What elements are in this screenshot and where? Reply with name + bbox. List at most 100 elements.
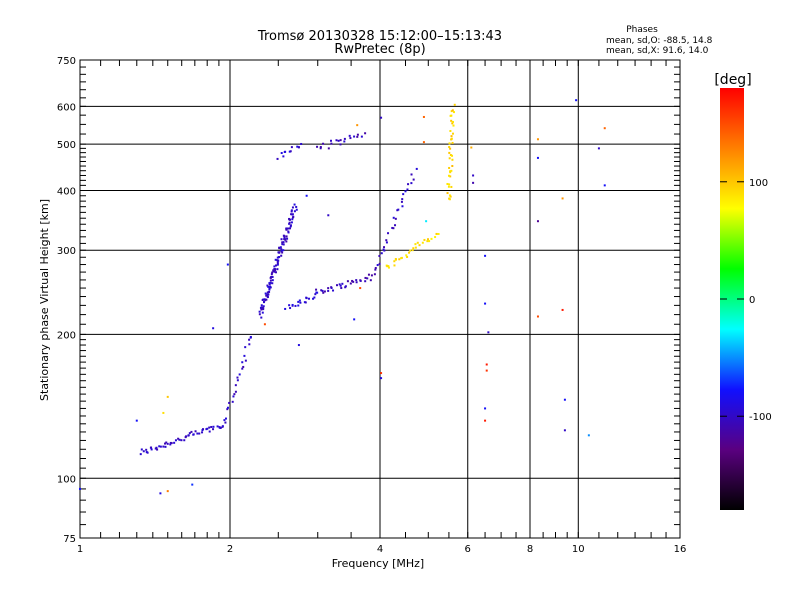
data-point (260, 306, 263, 309)
data-point (369, 279, 372, 282)
data-point (266, 284, 269, 287)
data-point (308, 297, 311, 300)
data-point (394, 217, 397, 220)
data-point (448, 151, 451, 154)
data-point (561, 197, 564, 200)
data-point (423, 238, 426, 241)
data-point (536, 315, 539, 318)
data-point (321, 289, 324, 292)
data-point (280, 238, 283, 241)
data-point (470, 146, 473, 149)
data-point (316, 291, 319, 294)
x-tick-label: 10 (572, 544, 585, 555)
data-point (198, 432, 201, 435)
data-point (273, 265, 276, 268)
data-point (412, 178, 415, 181)
data-point (450, 137, 453, 140)
data-point (242, 365, 245, 368)
data-point (158, 445, 161, 448)
data-point (278, 251, 281, 254)
data-point (285, 227, 288, 230)
data-point (346, 280, 349, 283)
data-point (276, 157, 279, 160)
data-point (234, 384, 237, 387)
data-point (187, 434, 190, 437)
data-point (263, 298, 266, 301)
data-point (263, 300, 266, 303)
data-point (286, 237, 289, 240)
data-point (450, 119, 453, 122)
data-point (314, 293, 317, 296)
data-point (223, 419, 226, 422)
data-point (322, 291, 325, 294)
data-point (202, 428, 205, 431)
data-point (174, 439, 177, 442)
data-point (353, 135, 356, 138)
data-point (290, 221, 293, 224)
data-point (484, 407, 487, 410)
data-point (150, 448, 153, 451)
y-tick-labels: 75 100 200 300 400 500 600 750 (57, 56, 76, 545)
x-axis-label: Frequency [MHz] (332, 557, 424, 570)
data-point (216, 425, 219, 428)
data-point (299, 301, 302, 304)
data-point (169, 441, 172, 444)
data-point (212, 327, 215, 330)
data-point (268, 287, 271, 290)
data-point (290, 213, 293, 216)
y-tick-label: 600 (57, 102, 76, 113)
data-point (281, 241, 284, 244)
data-point (485, 363, 488, 366)
data-point (159, 445, 162, 448)
data-point (149, 446, 152, 449)
data-point (269, 285, 272, 288)
data-point (319, 146, 322, 149)
data-point (276, 268, 279, 271)
data-point (402, 193, 405, 196)
data-point (285, 228, 288, 231)
data-point (401, 198, 404, 201)
data-point (260, 304, 263, 307)
data-point (451, 141, 454, 144)
data-point (282, 241, 285, 244)
chart-subtitle: RwPretec (8p) (334, 42, 425, 57)
data-point (449, 195, 452, 198)
data-point (563, 398, 566, 401)
data-point (283, 238, 286, 241)
data-point (280, 248, 283, 251)
data-point (366, 277, 369, 280)
data-point (145, 448, 148, 451)
data-point (277, 251, 280, 254)
data-point (294, 304, 297, 307)
data-point (449, 154, 452, 157)
data-point (394, 258, 397, 260)
data-point (291, 218, 294, 221)
data-point (249, 335, 252, 338)
data-point (291, 303, 294, 306)
data-point (208, 430, 211, 433)
data-point (277, 256, 280, 259)
data-point (297, 146, 300, 149)
data-point (273, 268, 276, 271)
data-point (448, 157, 451, 160)
data-point (393, 264, 396, 267)
data-point (410, 173, 413, 176)
data-point (226, 263, 229, 266)
data-point (351, 279, 354, 282)
data-point (426, 240, 429, 243)
data-point (448, 198, 451, 201)
data-point (364, 276, 367, 279)
data-point (380, 377, 383, 380)
data-point (208, 426, 211, 429)
data-point (437, 232, 440, 235)
data-point (185, 435, 188, 438)
data-point (267, 285, 270, 288)
data-point (448, 183, 451, 186)
data-point (405, 254, 408, 257)
data-point (484, 254, 487, 257)
data-point (145, 451, 148, 454)
data-point (236, 376, 239, 379)
data-point (355, 279, 358, 282)
data-point (421, 241, 424, 244)
data-point (364, 132, 367, 135)
